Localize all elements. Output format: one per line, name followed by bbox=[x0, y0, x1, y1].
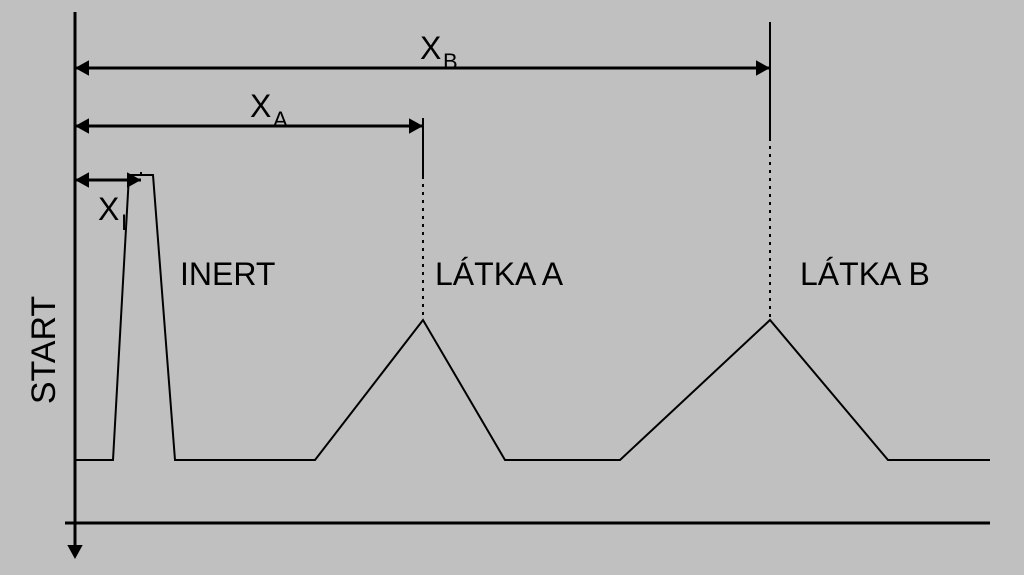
label-xa-sub: A bbox=[273, 107, 288, 132]
label-xi-main: X bbox=[98, 191, 119, 227]
label-xb-sub: B bbox=[443, 49, 458, 74]
label-xa-main: X bbox=[250, 88, 271, 124]
label-latka-b: LÁTKA B bbox=[800, 256, 930, 292]
label-start: START bbox=[25, 296, 63, 404]
label-xb-main: X bbox=[420, 30, 441, 66]
label-latka-a: LÁTKA A bbox=[435, 256, 564, 292]
label-inert: INERT bbox=[180, 256, 275, 292]
chromatogram-diagram: XIXAXBINERTLÁTKA ALÁTKA BSTART bbox=[0, 0, 1024, 575]
label-xi-sub: I bbox=[121, 210, 127, 235]
